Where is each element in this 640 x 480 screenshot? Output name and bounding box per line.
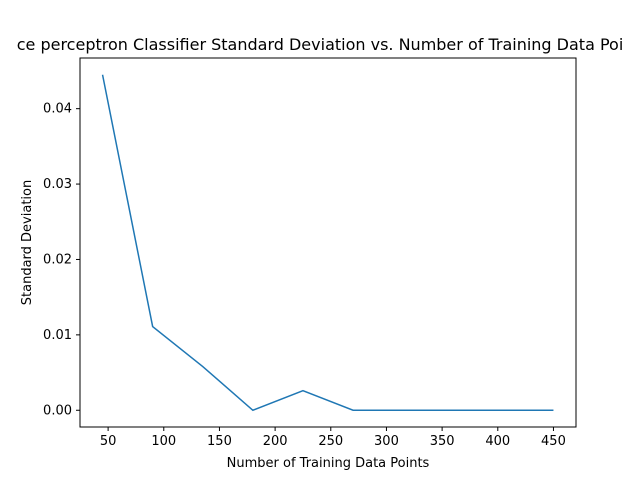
y-tick-label: 0.01	[43, 328, 72, 343]
x-tick-label: 50	[100, 434, 117, 449]
plot-frame	[79, 57, 577, 428]
y-axis-ticks: 0.00 0.01 0.02 0.03 0.04	[43, 102, 80, 418]
y-tick-label: 0.00	[43, 403, 72, 418]
y-tick-label: 0.02	[43, 252, 72, 267]
x-axis-ticks: 50 100 150 200 250 300 350 400 450	[100, 427, 566, 449]
x-tick-label: 400	[485, 434, 510, 449]
standard-deviation-line	[101, 74, 554, 412]
x-tick-label: 250	[318, 434, 343, 449]
x-tick-label: 100	[151, 434, 176, 449]
chart-title: ce perceptron Classifier Standard Deviat…	[17, 35, 624, 54]
x-tick-label: 300	[374, 434, 399, 449]
y-tick-label: 0.04	[43, 102, 72, 117]
x-axis-label: Number of Training Data Points	[227, 456, 430, 471]
x-tick-label: 200	[263, 434, 288, 449]
y-axis-label: Standard Deviation	[20, 180, 35, 305]
x-tick-label: 450	[541, 434, 566, 449]
x-tick-label: 350	[430, 434, 455, 449]
x-tick-label: 150	[207, 434, 232, 449]
line-points	[102, 74, 554, 411]
y-tick-label: 0.03	[43, 177, 72, 192]
